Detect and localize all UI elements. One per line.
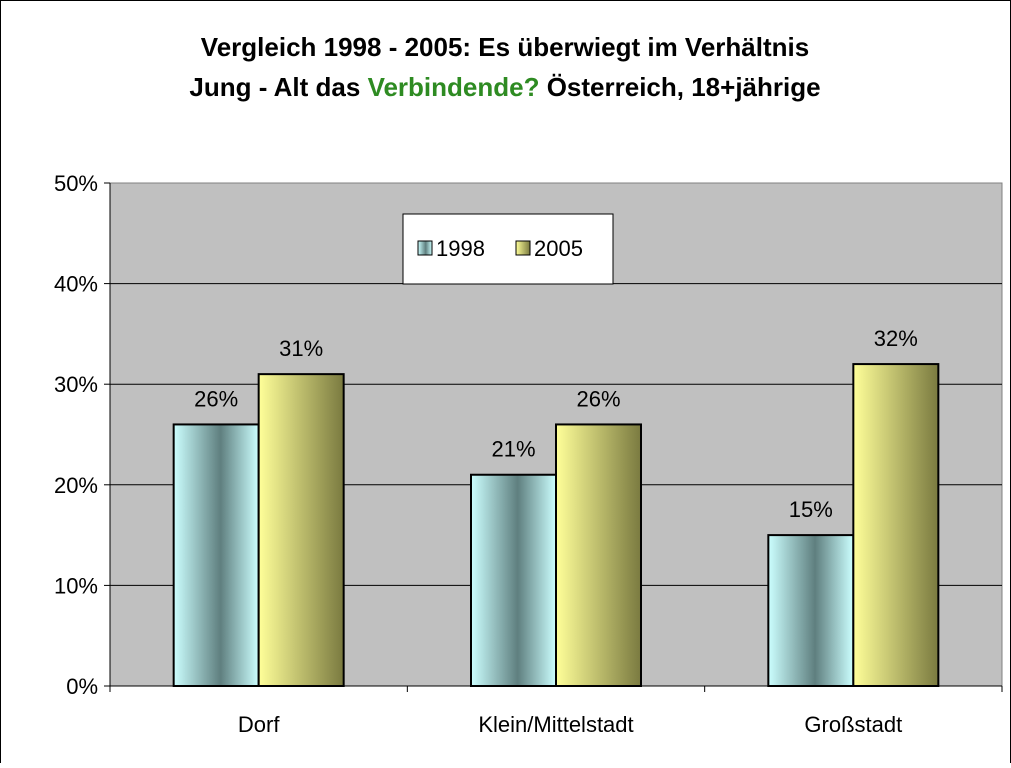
data-label: 26% <box>194 386 238 411</box>
bar <box>555 423 642 687</box>
x-tick-label: Klein/Mittelstadt <box>478 712 633 737</box>
y-tick-label: 50% <box>54 171 98 196</box>
bar <box>767 534 855 687</box>
bar <box>852 363 940 687</box>
legend-label: 2005 <box>534 236 583 261</box>
legend-swatch <box>417 240 433 256</box>
title-segment: Verbindende? <box>368 72 540 102</box>
y-tick-label: 10% <box>54 573 98 598</box>
chart-title: Jung - Alt das Verbindende? Österreich, … <box>189 72 820 102</box>
legend-swatch <box>515 240 531 256</box>
x-tick-label: Großstadt <box>804 712 902 737</box>
legend-label: 1998 <box>436 236 485 261</box>
data-label: 31% <box>279 336 323 361</box>
title-segment: Österreich, 18+jährige <box>539 72 820 102</box>
title-segment: Vergleich 1998 - 2005: Es überwiegt im V… <box>201 32 809 62</box>
chart-title: Vergleich 1998 - 2005: Es überwiegt im V… <box>201 32 809 62</box>
data-label: 26% <box>576 386 620 411</box>
bar <box>257 373 345 687</box>
y-tick-label: 0% <box>66 674 98 699</box>
title-segment: Jung - Alt das <box>189 72 367 102</box>
y-tick-label: 40% <box>54 272 98 297</box>
x-tick-label: Dorf <box>238 712 280 737</box>
y-tick-label: 20% <box>54 473 98 498</box>
data-label: 21% <box>491 437 535 462</box>
bar <box>470 473 557 687</box>
legend <box>402 213 614 285</box>
bar <box>172 423 260 687</box>
data-label: 32% <box>874 326 918 351</box>
y-tick-label: 30% <box>54 372 98 397</box>
data-label: 15% <box>789 497 833 522</box>
